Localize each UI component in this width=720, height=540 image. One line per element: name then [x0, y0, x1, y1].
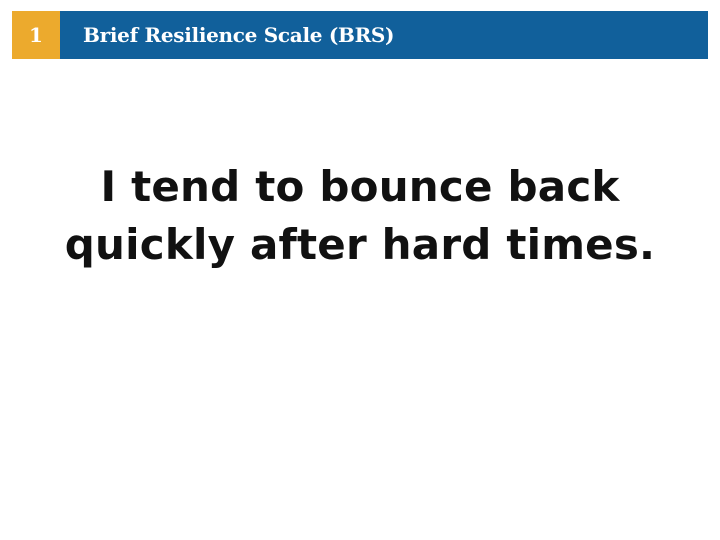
title-bar: Brief Resilience Scale (BRS): [60, 11, 708, 59]
question-number-badge: 1: [12, 11, 60, 59]
survey-header: 1 Brief Resilience Scale (BRS): [12, 11, 708, 59]
scale-title: Brief Resilience Scale (BRS): [83, 23, 395, 47]
question-statement: I tend to bounce back quickly after hard…: [64, 162, 656, 269]
statement-container: I tend to bounce back quickly after hard…: [0, 158, 720, 274]
